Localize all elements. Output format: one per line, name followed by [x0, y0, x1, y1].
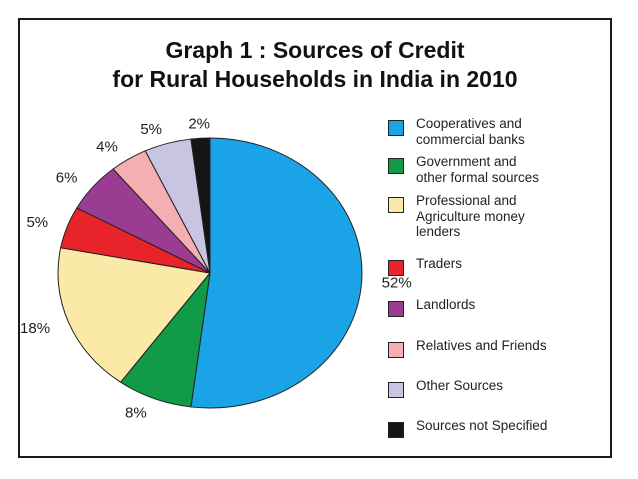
legend-label-2: Professional and Agriculture money lende…	[416, 193, 525, 239]
legend-swatch-5	[388, 342, 404, 358]
chart-title-line-1: Graph 1 : Sources of Credit	[165, 37, 465, 63]
legend-swatch-0	[388, 120, 404, 136]
slice-value-label-0: 52%	[382, 274, 412, 291]
slice-value-label-2: 18%	[20, 320, 50, 337]
legend-label-5: Relatives and Friends	[416, 338, 547, 353]
legend-swatch-7	[388, 422, 404, 438]
legend-label-6: Other Sources	[416, 378, 504, 393]
slice-value-label-5: 4%	[96, 138, 118, 155]
chart-frame: Graph 1 : Sources of Credit for Rural Ho…	[18, 18, 612, 458]
legend-item-3: Traders	[388, 256, 608, 276]
slice-value-label-3: 5%	[26, 214, 48, 231]
legend-swatch-4	[388, 301, 404, 317]
slice-value-label-1: 8%	[125, 404, 147, 421]
legend-item-0: Cooperatives and commercial banks	[388, 116, 608, 147]
pie-slice-7	[190, 137, 211, 274]
slice-value-label-4: 6%	[56, 169, 78, 186]
legend-swatch-1	[388, 158, 404, 174]
legend-label-3: Traders	[416, 256, 463, 271]
chart-title-line-2: for Rural Households in India in 2010	[112, 66, 518, 92]
legend-swatch-6	[388, 382, 404, 398]
pie-slice-0	[190, 137, 363, 409]
legend-item-1: Government and other formal sources	[388, 154, 608, 185]
legend-item-6: Other Sources	[388, 378, 608, 398]
legend-item-5: Relatives and Friends	[388, 338, 608, 358]
legend-label-4: Landlords	[416, 297, 476, 312]
legend-swatch-2	[388, 197, 404, 213]
legend-label-1: Government and other formal sources	[416, 154, 540, 185]
legend-swatch-3	[388, 260, 404, 276]
slice-value-label-6: 5%	[140, 121, 162, 138]
legend-label-0: Cooperatives and commercial banks	[416, 116, 525, 147]
pie-chart: 52% 8% 18% 5% 6% 4% 5% 2%	[20, 115, 412, 421]
legend-item-4: Landlords	[388, 297, 608, 317]
legend-item-7: Sources not Specified	[388, 418, 608, 438]
slice-value-label-7: 2%	[188, 115, 210, 132]
legend-label-7: Sources not Specified	[416, 418, 548, 433]
pie-slice-2	[57, 247, 211, 383]
legend-item-2: Professional and Agriculture money lende…	[388, 193, 608, 240]
